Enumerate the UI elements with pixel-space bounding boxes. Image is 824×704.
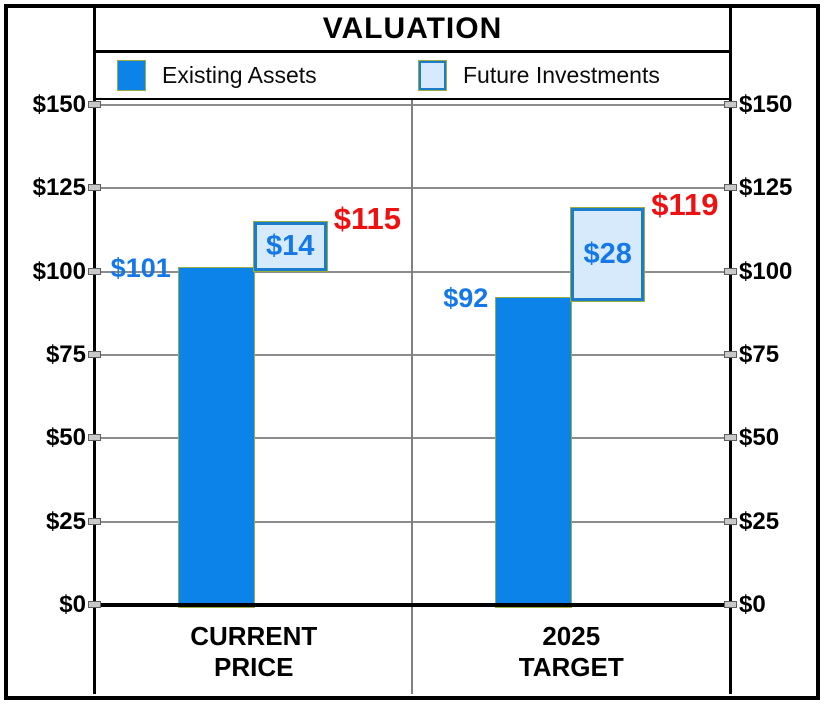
total-value-label-1: $119	[651, 187, 719, 223]
y-label-right-125: $125	[739, 174, 793, 202]
future-investments-box-0: $14	[252, 220, 328, 273]
left-tick-25	[88, 517, 101, 525]
y-label-right-75: $75	[739, 341, 780, 368]
legend-item-future-investments: Future Investments	[418, 53, 660, 98]
y-label-left-75: $75	[45, 341, 86, 368]
y-label-right-50: $50	[739, 424, 780, 452]
left-tick-0	[88, 601, 101, 608]
right-tick-100	[724, 267, 737, 275]
left-tick-75	[88, 351, 101, 358]
existing-assets-bar-0	[177, 267, 255, 608]
y-label-left-50: $50	[45, 424, 86, 452]
future-investments-box-1: $28	[570, 207, 646, 303]
total-value-label-0: $115	[333, 200, 402, 236]
right-tick-25	[724, 517, 737, 525]
left-tick-50	[88, 434, 101, 442]
left-tick-150	[88, 101, 101, 108]
y-label-left-100: $100	[32, 257, 86, 285]
existing-assets-value-label-1: $92	[443, 283, 489, 314]
existing-assets-value-label-0: $101	[110, 253, 171, 284]
legend-item-existing-assets: Existing Assets	[117, 53, 317, 98]
y-label-left-125: $125	[32, 174, 86, 202]
outer-frame	[4, 4, 820, 700]
y-label-left-150: $150	[32, 91, 86, 118]
y-label-left-0: $0	[59, 591, 86, 618]
zero-baseline	[94, 603, 732, 607]
future-investments-swatch	[418, 60, 447, 91]
right-tick-125	[724, 184, 737, 192]
y-label-left-25: $25	[45, 507, 86, 535]
category-divider	[411, 100, 413, 694]
future-investments-value-label: $28	[583, 238, 632, 271]
legend-label-existing-assets: Existing Assets	[162, 62, 317, 88]
category-label-0: CURRENT PRICE	[190, 621, 318, 682]
y-label-right-25: $25	[739, 507, 780, 535]
left-tick-125	[88, 184, 101, 192]
left-tick-100	[88, 267, 101, 275]
y-label-right-0: $0	[739, 591, 766, 618]
y-label-right-100: $100	[739, 257, 793, 285]
right-tick-50	[724, 434, 737, 442]
right-tick-0	[724, 601, 737, 608]
category-label-1: 2025 TARGET	[518, 621, 624, 682]
right-tick-75	[724, 351, 737, 358]
chart-title: VALUATION	[322, 12, 503, 45]
legend-label-future-investments: Future Investments	[463, 62, 660, 88]
y-label-right-150: $150	[739, 91, 793, 118]
right-tick-150	[724, 101, 737, 108]
future-investments-value-label: $14	[266, 229, 315, 262]
existing-assets-bar-1	[495, 297, 573, 608]
legend: Existing Assets Future Investments	[96, 53, 729, 100]
chart-title-box: VALUATION	[96, 8, 729, 53]
existing-assets-swatch	[117, 60, 146, 91]
